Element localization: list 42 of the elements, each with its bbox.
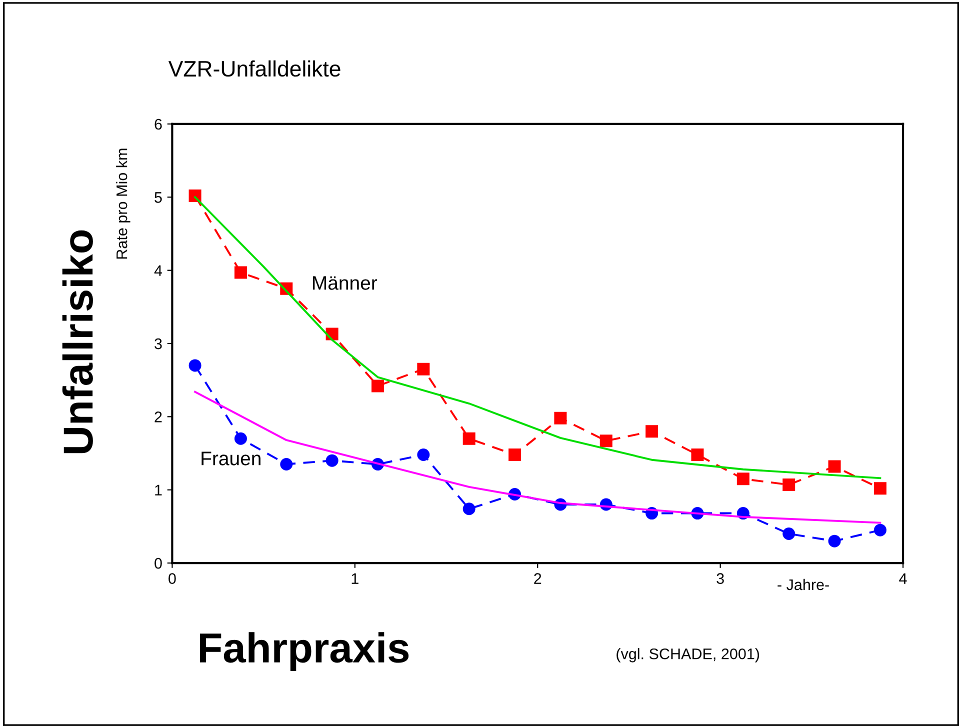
y-tick-label: 2 [154,412,162,422]
annotation: Frauen [202,452,260,466]
y-tick-label: 6 [154,118,162,130]
text: (vgl. SCHADE, 2001) [616,648,760,662]
annotation: Männer [313,276,378,290]
point [828,460,841,473]
x-tick-label: 1 [352,573,358,584]
point [600,434,612,448]
point [462,502,476,516]
point [828,534,841,548]
y-tick-label: 3 [154,338,162,350]
y-tick-label: 1 [155,484,162,496]
point [417,362,430,376]
text: Rate pro Mio km [116,148,130,259]
point [782,528,796,540]
text: - Jahre- [778,578,829,590]
point [280,458,293,470]
chart-title: VZR-Unfalldelikte [168,60,340,77]
point [417,448,430,461]
y-tick-label: 5 [154,192,162,203]
point [646,425,658,438]
point [782,478,796,491]
point [234,266,247,279]
y-tick-label: 4 [154,265,162,276]
point [326,454,338,467]
point [188,359,202,372]
y-axis-title: Unfallrisiko [62,230,93,454]
y-tick-label: 0 [154,558,162,569]
point [554,412,567,424]
x-axis-title: Fahrpraxis [200,632,409,671]
point [874,482,886,495]
point [874,524,886,536]
point [234,432,247,445]
point [371,380,384,392]
point [736,472,750,486]
x-tick-label: 3 [716,573,724,584]
x-tick-label: 2 [534,573,542,584]
x-tick-label: 0 [168,573,176,584]
point [462,432,476,445]
x-tick-label: 4 [899,573,907,584]
point [691,448,704,461]
point [508,448,522,461]
